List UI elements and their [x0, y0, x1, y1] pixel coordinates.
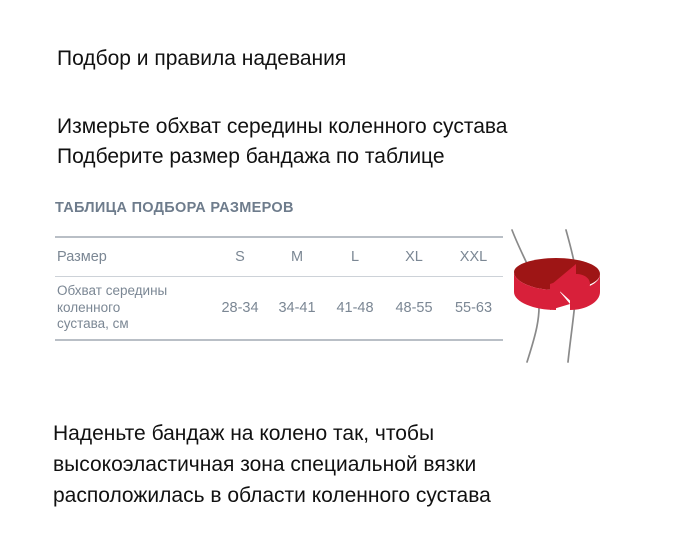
knee-measuring-tape-illustration	[500, 222, 650, 370]
row-label-line-2: коленного	[57, 299, 121, 315]
step-line-1: Измерьте обхват середины коленного суста…	[57, 115, 508, 138]
header-cell-m: M	[290, 249, 304, 265]
knee-illustration-svg	[511, 229, 600, 363]
cell-value-l: 41-48	[336, 300, 374, 316]
page-title: Подбор и правила надевания	[57, 47, 347, 70]
table-row: Обхват середины коленного сустава, см 28…	[55, 277, 503, 341]
header-cell-l: L	[350, 249, 360, 265]
header-cell-s: S	[235, 249, 245, 265]
row-label-line-1: Обхват середины	[57, 283, 168, 299]
instruction-line-3: расположилась в области коленного сустав…	[53, 484, 491, 507]
tape-right-face	[570, 274, 600, 310]
header-cell-xxl: XXL	[459, 249, 488, 265]
tape-arrow-head	[552, 264, 590, 306]
measuring-tape-group	[514, 258, 600, 310]
size-table-caption: ТАБЛИЦА ПОДБОРА РАЗМЕРОВ	[55, 200, 294, 216]
instruction-text: Наденьте бандаж на колено так, чтобы выс…	[53, 418, 491, 511]
cell-value-xxl: 55-63	[454, 300, 493, 316]
steps-list: Измерьте обхват середины коленного суста…	[57, 112, 508, 172]
cell-value-xl: 48-55	[395, 300, 433, 316]
header-cell-size-label: Размер	[57, 249, 107, 265]
cell-value-m: 34-41	[278, 300, 316, 316]
row-label-knee-circumference: Обхват середины коленного сустава, см	[55, 277, 212, 341]
instruction-line-1: Наденьте бандаж на колено так, чтобы	[53, 422, 435, 445]
step-line-2: Подберите размер бандажа по таблице	[57, 145, 445, 168]
table-header-row: Размер S M L XL XXL	[55, 237, 503, 277]
row-label-line-3: сустава, см	[57, 316, 129, 332]
instruction-line-2: высокоэластичная зона специальной вязки	[53, 453, 477, 476]
size-table: Размер S M L XL XXL Обхват середины коле…	[55, 236, 503, 341]
tape-left-face	[514, 272, 556, 310]
cell-value-s: 28-34	[221, 300, 259, 316]
size-table-block: ТАБЛИЦА ПОДБОРА РАЗМЕРОВ Размер S M L XL…	[55, 200, 503, 341]
header-cell-xl: XL	[405, 249, 423, 265]
